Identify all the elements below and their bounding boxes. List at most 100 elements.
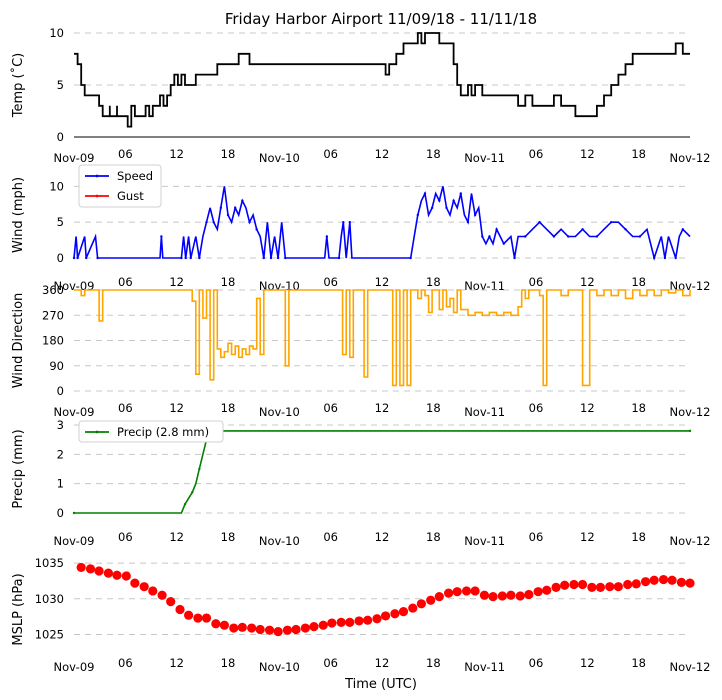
xtick-precipitation-7: 18 [426, 530, 441, 544]
xtick-mslp-8: Nov-11 [464, 660, 505, 674]
series-marker-wind-0-88 [581, 228, 584, 231]
y-axis-label-wind: Wind (mph) [11, 177, 26, 253]
mslp-point-20 [255, 624, 265, 635]
xtick-precipitation-1: 06 [118, 530, 133, 544]
series-marker-wind-0-66 [466, 220, 470, 224]
series-marker-wind-0-86 [567, 235, 570, 238]
mslp-point-8 [148, 586, 158, 596]
series-marker-wind-0-8 [160, 235, 163, 238]
ytick-wind-0: 0 [57, 251, 64, 265]
xtick-temperature-4: Nov-10 [259, 151, 300, 165]
series-marker-wind-0-14 [189, 256, 192, 260]
legend-marker-wind-0 [95, 174, 99, 178]
mslp-point-52 [542, 585, 552, 595]
series-marker-wind-0-30 [248, 220, 251, 224]
mslp-point-6 [130, 578, 140, 588]
series-marker-precipitation-0-10 [688, 429, 692, 433]
mslp-point-32 [363, 615, 373, 625]
ytick-precipitation-3: 3 [57, 418, 64, 432]
xtick-wind-8: Nov-11 [464, 279, 505, 293]
ytick-mslp-2: 1035 [35, 556, 64, 570]
mslp-point-37 [408, 603, 418, 613]
ytick-mslp-0: 1025 [35, 627, 64, 641]
xtick-temperature-9: 06 [529, 147, 544, 161]
xtick-wind-5: 06 [323, 275, 338, 289]
series-marker-wind-0-72 [488, 235, 491, 238]
xtick-wind_direction-6: 12 [375, 401, 390, 415]
series-line-wind_direction-0 [74, 289, 691, 387]
series-marker-wind-0-96 [638, 235, 642, 238]
mslp-point-11 [175, 604, 185, 615]
mslp-point-39 [426, 595, 436, 605]
series-marker-wind-0-10 [180, 256, 183, 260]
mslp-point-50 [524, 589, 534, 600]
series-marker-wind-0-40 [284, 256, 287, 260]
mslp-point-46 [488, 592, 498, 602]
mslp-point-47 [497, 591, 507, 601]
series-marker-wind-0-54 [423, 192, 427, 195]
series-marker-wind-0-24 [226, 213, 230, 217]
mslp-point-26 [309, 622, 319, 632]
series-marker-wind-0-38 [276, 256, 280, 260]
xtick-temperature-2: 12 [169, 147, 184, 161]
mslp-point-61 [623, 579, 633, 590]
xtick-precipitation-0: Nov-09 [54, 534, 95, 548]
xtick-mslp-10: 12 [580, 656, 595, 670]
x-axis-label: Time (UTC) [344, 677, 417, 692]
xtick-wind_direction-10: 12 [580, 401, 595, 415]
mslp-point-22 [273, 627, 283, 637]
ytick-wind_direction-0: 0 [57, 384, 64, 398]
mslp-point-42 [452, 587, 462, 597]
mslp-point-29 [336, 617, 346, 627]
series-marker-precipitation-0-0 [72, 511, 76, 515]
legend-label-wind-1: Gust [117, 189, 144, 203]
mslp-point-53 [551, 582, 561, 592]
mslp-point-55 [569, 579, 579, 590]
legend-label-wind-0: Speed [117, 169, 153, 183]
series-line-wind-0 [73, 186, 691, 261]
series-marker-wind-0-94 [624, 228, 627, 231]
series-marker-wind-0-18 [205, 220, 208, 224]
ytick-temperature-0: 0 [57, 130, 64, 144]
mslp-point-40 [434, 592, 444, 602]
series-marker-wind-0-42 [325, 235, 329, 238]
series-line-precipitation-0 [74, 430, 690, 514]
xtick-mslp-11: 18 [631, 656, 646, 670]
y-axis-label-temperature: Temp (˚C) [10, 53, 26, 119]
mslp-point-10 [166, 597, 176, 607]
xtick-wind-9: 06 [529, 275, 544, 289]
xtick-temperature-5: 06 [323, 147, 338, 161]
series-marker-wind-0-58 [438, 199, 441, 202]
mslp-point-2 [94, 566, 104, 576]
mslp-point-44 [470, 586, 480, 596]
ytick-wind-2: 10 [49, 179, 64, 193]
xtick-wind-1: 06 [118, 275, 133, 289]
xtick-temperature-11: 18 [631, 147, 646, 161]
mslp-point-35 [390, 609, 400, 619]
mslp-point-66 [667, 575, 677, 585]
mslp-point-45 [479, 590, 490, 600]
ytick-wind_direction-4: 360 [42, 283, 64, 297]
mslp-point-54 [560, 580, 570, 590]
xtick-precipitation-12: Nov-12 [670, 534, 711, 548]
xtick-temperature-0: Nov-09 [54, 151, 95, 165]
series-marker-wind-0-62 [452, 199, 455, 202]
series-marker-precipitation-0-4 [190, 491, 194, 494]
xtick-precipitation-10: 12 [580, 530, 595, 544]
xtick-mslp-3: 18 [221, 656, 236, 670]
series-marker-wind-0-44 [337, 256, 341, 260]
mslp-point-12 [184, 610, 194, 620]
ytick-temperature-1: 5 [57, 78, 64, 92]
panel-temperature: 0 5 10 Temp (˚C) Nov-09 06 12 18 Nov-10 06 12 18 Nov… [10, 26, 710, 165]
xtick-mslp-12: Nov-12 [670, 660, 711, 674]
chart-title: Friday Harbor Airport 11/09/18 - 11/11/1… [225, 10, 537, 28]
xtick-wind_direction-1: 06 [118, 401, 133, 415]
mslp-point-34 [380, 611, 391, 621]
xtick-mslp-6: 12 [375, 656, 390, 670]
series-marker-wind-0-56 [430, 206, 434, 210]
mslp-point-59 [605, 582, 615, 592]
mslp-point-63 [640, 577, 651, 587]
series-marker-wind-0-92 [610, 220, 613, 224]
